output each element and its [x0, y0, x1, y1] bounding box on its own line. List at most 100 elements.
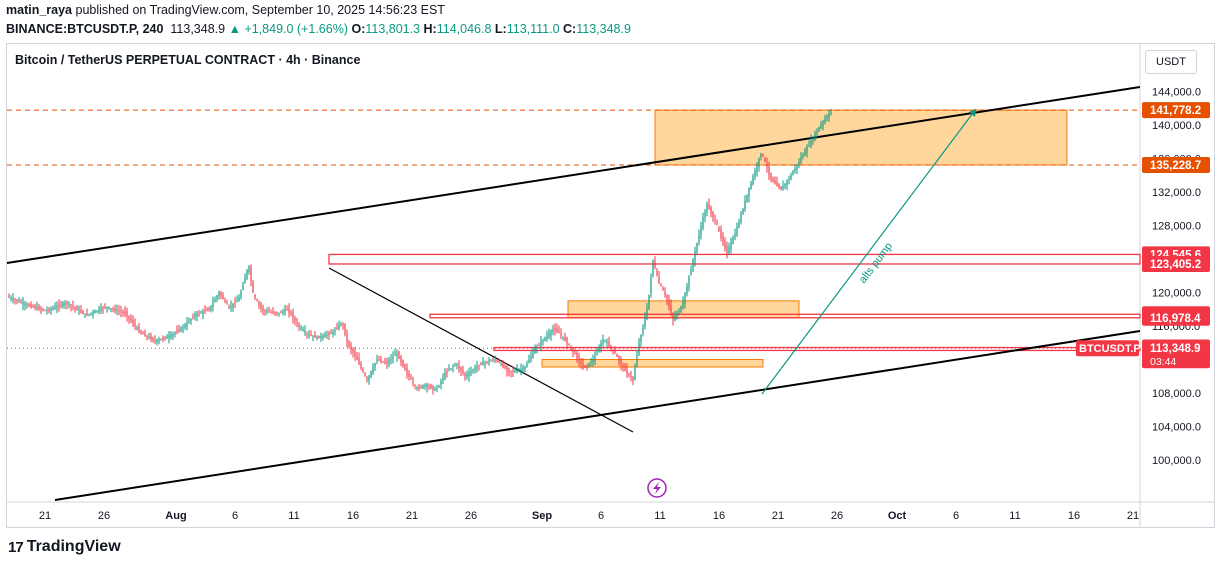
candle-body [222, 294, 224, 299]
tradingview-logo[interactable]: 17 TradingView [8, 538, 121, 556]
candle-body [58, 304, 60, 307]
candle-body [174, 332, 176, 334]
candle-body [200, 312, 202, 314]
x-tick-label: 16 [713, 510, 725, 522]
candle-body [784, 183, 786, 187]
candle-body [468, 372, 470, 377]
change-arrow-icon: ▲ [228, 22, 241, 36]
candle-body [790, 174, 792, 179]
candle-body [368, 375, 370, 381]
candle-body [234, 302, 236, 304]
candle-body [654, 260, 656, 268]
candle-body [344, 323, 346, 335]
candle-body [102, 307, 104, 309]
candle-body [520, 368, 522, 370]
resistance-band-1 [328, 253, 1141, 265]
candle-body [106, 306, 108, 308]
candle-body [360, 363, 362, 368]
candle-body [544, 337, 546, 341]
candle-body [254, 294, 256, 299]
candle-body [266, 310, 268, 313]
chart-frame[interactable] [6, 43, 1215, 528]
x-tick-label: 26 [98, 510, 110, 522]
candle-body [666, 295, 668, 300]
candle-body [84, 313, 86, 315]
author-name[interactable]: matin_raya [6, 3, 73, 17]
candle-body [570, 345, 572, 349]
candle-body [248, 266, 250, 273]
candle-body [272, 311, 274, 314]
candle-body [682, 301, 684, 309]
candle-body [342, 324, 344, 326]
candle-body [708, 203, 710, 210]
candle-body [518, 369, 520, 371]
candle-body [422, 385, 424, 389]
candle-body [54, 306, 56, 310]
candle-body [256, 300, 258, 302]
candle-body [778, 184, 780, 189]
candle-body [550, 330, 552, 336]
y-tick-label: 120,000.0 [1152, 288, 1201, 300]
candle-body [308, 334, 310, 336]
x-tick-label: Sep [532, 510, 552, 522]
candle-body [116, 309, 118, 312]
candle-body [156, 339, 158, 343]
candle-body [286, 309, 288, 311]
candle-body [588, 362, 590, 367]
x-tick-label: 11 [1009, 510, 1020, 522]
candle-body [158, 339, 160, 342]
candle-body [110, 308, 112, 310]
candle-body [406, 368, 408, 374]
candle-body [772, 177, 774, 183]
candle-body [230, 306, 232, 308]
candle-body [706, 204, 708, 213]
candle-body [98, 308, 100, 312]
candle-body [338, 324, 340, 329]
candle-body [318, 335, 320, 339]
lightning-bolt-icon [653, 482, 661, 494]
candle-body [264, 310, 266, 312]
candle-body [94, 310, 96, 314]
candle-body [194, 314, 196, 318]
y-tick-label: 128,000.0 [1152, 221, 1201, 233]
candle-body [528, 360, 530, 363]
candle-body [104, 307, 106, 309]
candle-body [178, 329, 180, 331]
candle-body [374, 363, 376, 368]
candle-body [30, 303, 32, 308]
downtrend-line [328, 267, 634, 433]
candle-body [686, 285, 688, 294]
candle-body [506, 366, 508, 371]
candle-body [160, 338, 162, 341]
candle-body [530, 356, 532, 360]
candle-body [130, 318, 132, 321]
candle-body [576, 352, 578, 359]
candle-body [524, 366, 526, 370]
candle-body [438, 385, 440, 387]
candle-body [50, 308, 52, 310]
candle-body [804, 150, 806, 157]
price-label: 123,405.2 [1150, 259, 1201, 271]
candle-body [242, 285, 244, 290]
candle-body [764, 157, 766, 162]
candle-body [176, 330, 178, 332]
candle-body [460, 367, 462, 371]
currency-selector[interactable]: USDT [1145, 50, 1197, 74]
candle-body [704, 212, 706, 218]
candle-body [710, 207, 712, 214]
candle-body [574, 353, 576, 355]
candle-body [636, 354, 638, 367]
candle-body [108, 306, 110, 309]
candle-body [600, 343, 602, 350]
candle-body [818, 127, 820, 132]
candle-body [424, 384, 426, 387]
candle-body [126, 311, 128, 317]
candle-body [392, 356, 394, 360]
candle-body [408, 373, 410, 377]
candle-body [86, 313, 88, 316]
candle-body [620, 359, 622, 365]
candle-body [714, 218, 716, 221]
x-tick-label: 21 [1127, 510, 1139, 522]
candle-body [608, 341, 610, 347]
